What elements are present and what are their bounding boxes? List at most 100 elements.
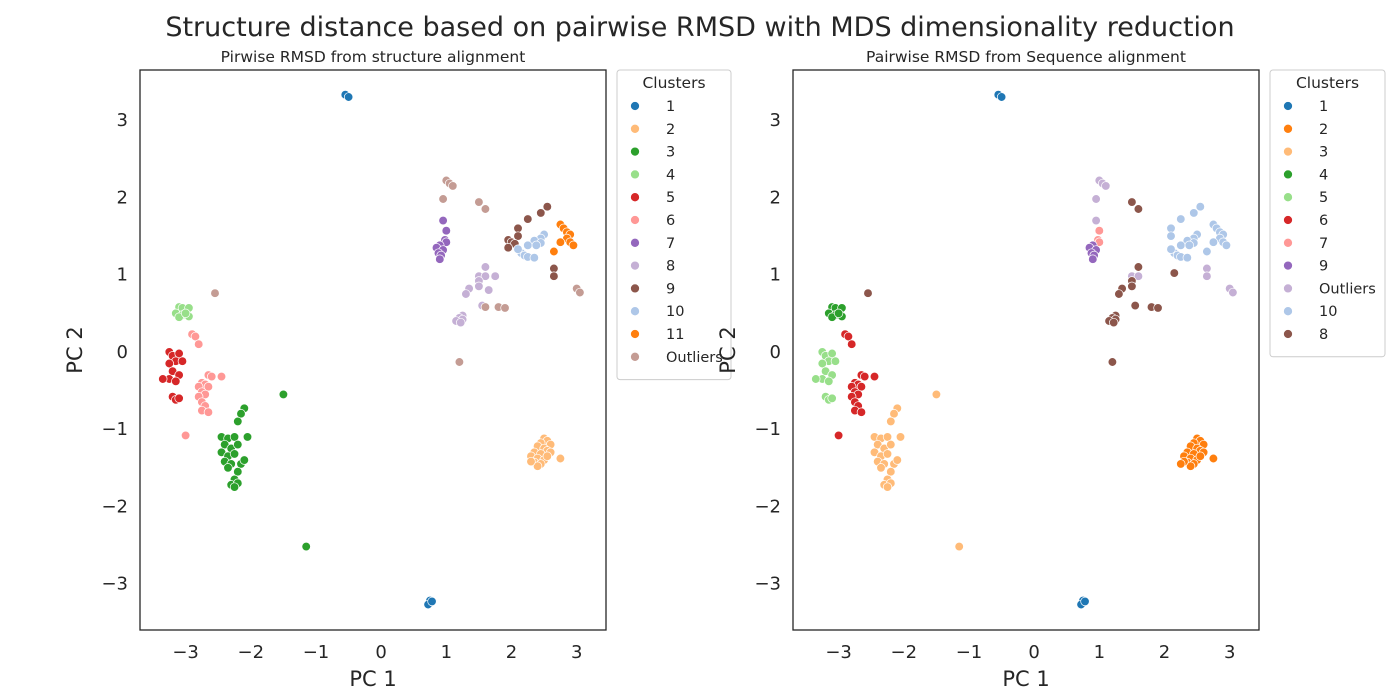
data-point-cluster-6 xyxy=(216,371,227,382)
data-point-cluster-8 xyxy=(1127,281,1137,291)
x-tick-label: −1 xyxy=(303,642,330,663)
data-point-cluster-6 xyxy=(856,407,867,417)
data-point-cluster-10 xyxy=(1195,202,1205,212)
data-point-cluster-2 xyxy=(542,451,552,461)
data-point-cluster-outliers xyxy=(1101,181,1111,191)
data-point-cluster-10 xyxy=(1184,240,1194,250)
legend-label: 7 xyxy=(666,236,675,252)
legend-title: Clusters xyxy=(1296,74,1359,92)
y-tick-label: 2 xyxy=(770,187,781,208)
data-point-cluster-5 xyxy=(174,393,184,403)
data-point-cluster-3 xyxy=(242,432,253,442)
legend-label: 3 xyxy=(1319,145,1328,161)
legend-label: 8 xyxy=(1319,327,1328,343)
data-point-cluster-1 xyxy=(996,92,1007,102)
data-point-cluster-3 xyxy=(931,389,942,400)
data-point-cluster-1 xyxy=(343,92,354,102)
legend-marker xyxy=(1283,123,1293,134)
data-point-cluster-outliers xyxy=(1202,263,1212,274)
data-point-cluster-5 xyxy=(817,358,827,369)
data-point-cluster-6 xyxy=(203,382,214,392)
data-point-cluster-3 xyxy=(892,455,902,465)
legend-label: 10 xyxy=(666,304,684,320)
legend-marker xyxy=(1283,146,1293,157)
legend-marker xyxy=(1283,283,1293,294)
data-point-cluster-3 xyxy=(882,449,893,459)
data-point-cluster-2 xyxy=(1208,453,1219,464)
data-point-cluster-outliers xyxy=(1202,271,1212,281)
legend-marker xyxy=(630,101,640,111)
data-point-cluster-3 xyxy=(886,416,896,427)
data-point-cluster-6 xyxy=(869,371,880,382)
y-axis-label: PC 2 xyxy=(63,326,87,373)
scatter-points xyxy=(811,90,1238,610)
panel-structure-alignment: Pirwise RMSD from structure alignment −3 −… xyxy=(63,48,732,691)
data-point-cluster-3 xyxy=(301,541,311,552)
legend-marker xyxy=(630,146,640,157)
data-point-cluster-9 xyxy=(549,263,559,274)
data-point-cluster-3 xyxy=(233,416,243,427)
plot-frame xyxy=(139,69,607,631)
data-point-cluster-2 xyxy=(555,453,566,464)
y-tick-label: 3 xyxy=(770,110,781,131)
data-point-cluster-10 xyxy=(529,253,539,263)
y-tick-label: 0 xyxy=(117,342,128,363)
y-tick-label: −2 xyxy=(754,496,781,517)
y-tick-label: −1 xyxy=(101,419,128,440)
data-point-cluster-6 xyxy=(843,331,854,342)
x-tick-label: −2 xyxy=(891,642,918,663)
legend-marker xyxy=(630,260,640,271)
legend-label: 1 xyxy=(1319,99,1328,115)
legend-marker xyxy=(630,169,640,180)
legend-label: 6 xyxy=(1319,213,1328,229)
data-point-cluster-2 xyxy=(1176,459,1186,469)
legend: Clusters 1 2 3 4 5 6 7 8 9 10 11 Outliers xyxy=(616,69,732,381)
legend-label: 2 xyxy=(1319,122,1328,138)
legend-marker xyxy=(630,351,640,362)
data-point-cluster-9 xyxy=(513,223,523,233)
data-point-cluster-6 xyxy=(190,331,201,342)
data-point-cluster-7 xyxy=(1094,226,1104,236)
y-tick-label: −3 xyxy=(754,574,781,595)
legend-marker xyxy=(1283,260,1293,271)
y-tick-label: 1 xyxy=(770,265,781,286)
data-point-cluster-8 xyxy=(1114,289,1124,299)
legend-box xyxy=(1269,69,1386,358)
legend-label: 4 xyxy=(1319,167,1328,183)
x-axis-label: PC 1 xyxy=(1002,667,1049,691)
legend-label: 6 xyxy=(666,213,675,229)
x-tick-label: 0 xyxy=(375,642,386,663)
data-point-cluster-3 xyxy=(229,449,240,459)
x-tick-label: −2 xyxy=(238,642,265,663)
data-point-cluster-outliers xyxy=(1091,194,1101,204)
data-point-cluster-outliers xyxy=(474,197,484,207)
data-point-cluster-7 xyxy=(438,215,448,226)
data-point-cluster-6 xyxy=(856,382,867,392)
data-point-cluster-10 xyxy=(1182,253,1192,263)
data-point-cluster-3 xyxy=(229,482,240,492)
data-point-cluster-8 xyxy=(484,285,494,295)
data-point-cluster-1 xyxy=(427,596,437,607)
data-point-cluster-8 xyxy=(480,262,491,272)
data-point-cluster-5 xyxy=(158,374,168,384)
data-point-cluster-2 xyxy=(526,456,536,467)
data-point-cluster-10 xyxy=(1189,208,1199,218)
legend-marker xyxy=(1283,169,1293,180)
data-point-cluster-3 xyxy=(876,463,886,473)
data-point-cluster-9 xyxy=(1088,254,1098,264)
legend-label: 3 xyxy=(666,145,675,161)
x-tick-label: 2 xyxy=(506,642,517,663)
legend-label: 5 xyxy=(1319,190,1328,206)
legend-label: 8 xyxy=(666,259,675,275)
data-point-cluster-9 xyxy=(503,243,513,253)
legend-label: 9 xyxy=(666,281,675,297)
data-point-cluster-outliers xyxy=(1228,287,1238,298)
data-point-cluster-10 xyxy=(1166,223,1176,233)
data-point-cluster-6 xyxy=(847,339,857,349)
data-point-cluster-9 xyxy=(549,271,559,281)
data-point-cluster-10 xyxy=(1221,240,1232,250)
y-axis-label: PC 2 xyxy=(716,326,740,373)
data-point-cluster-6 xyxy=(180,430,191,441)
data-point-cluster-3 xyxy=(278,389,289,400)
